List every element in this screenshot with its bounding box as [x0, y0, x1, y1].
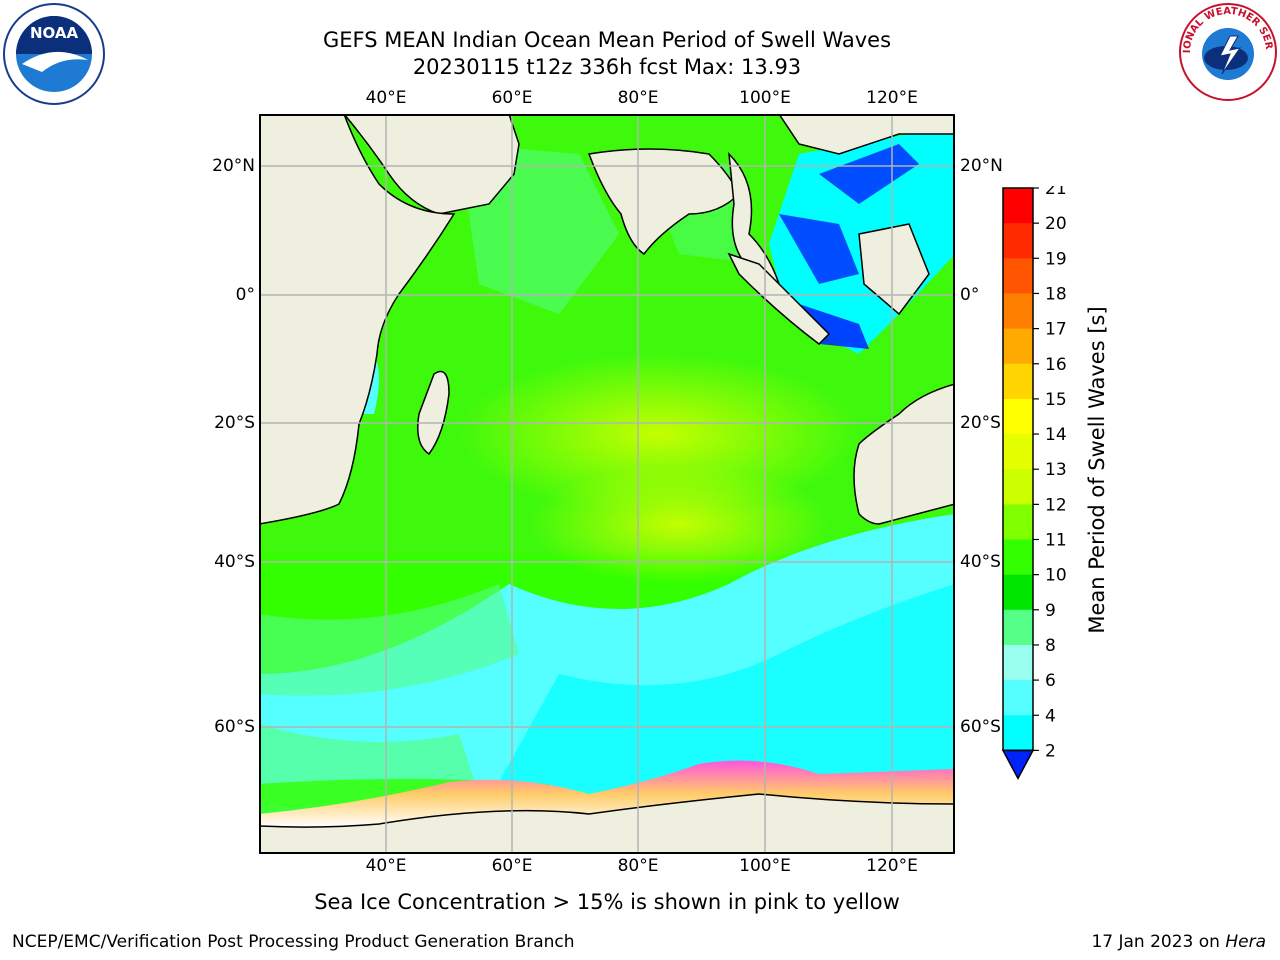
lon-tick-top-120e: 120°E [866, 88, 918, 108]
lon-tick-top-40e: 40°E [365, 88, 407, 108]
colorbar-tick-label: 4 [1045, 706, 1056, 726]
lon-tick-bottom-100e: 100°E [739, 856, 791, 876]
colorbar-segment [1003, 363, 1033, 400]
colorbar-segment [1003, 434, 1033, 470]
colorbar-segment [1003, 293, 1033, 330]
lat-tick-left-60s: 60°S [214, 717, 255, 737]
lat-tick-left-20s: 20°S [214, 413, 255, 433]
map-panel [259, 114, 955, 858]
colorbar-tick-label: 6 [1045, 671, 1056, 691]
colorbar-segment [1003, 223, 1033, 259]
colorbar-tick-label: 9 [1045, 601, 1056, 621]
lon-tick-bottom-40e: 40°E [365, 856, 407, 876]
lat-tick-right-40s: 40°S [960, 552, 1001, 572]
lon-tick-bottom-60e: 60°E [491, 856, 533, 876]
noaa-logo-text: NOAA [30, 24, 79, 42]
colorbar-segment [1003, 539, 1033, 576]
colorbar-segment [1003, 715, 1033, 751]
lat-tick-left-20n: 20°N [212, 156, 255, 176]
colorbar-segment [1003, 258, 1033, 294]
date-text: 17 Jan 2023 on [1091, 932, 1220, 952]
nws-logo: NATIONAL WEATHER SERVICE [1174, 0, 1278, 106]
colorbar-segment [1003, 574, 1033, 611]
chart-subtitle: 20230115 t12z 336h fcst Max: 13.93 [412, 55, 802, 79]
colorbar-segment [1003, 328, 1033, 365]
colorbar-tick-label: 12 [1045, 495, 1067, 515]
colorbar-tick-label: 13 [1045, 460, 1067, 480]
colorbar-tick-label: 17 [1045, 320, 1067, 340]
colorbar-tick-label: 16 [1045, 355, 1067, 375]
colorbar-tick-label: 15 [1045, 390, 1067, 410]
colorbar-tick-label: 11 [1045, 531, 1067, 551]
chart-title: GEFS MEAN Indian Ocean Mean Period of Sw… [322, 28, 892, 52]
lon-tick-top-60e: 60°E [491, 88, 533, 108]
colorbar-segment [1003, 398, 1033, 435]
noaa-logo: NOAA [2, 2, 106, 110]
lat-tick-right-60s: 60°S [960, 717, 1001, 737]
lon-tick-bottom-120e: 120°E [866, 856, 918, 876]
lon-tick-top-80e: 80°E [617, 88, 659, 108]
colorbar-tick-label: 8 [1045, 636, 1056, 656]
colorbar-tick-label: 2 [1045, 741, 1056, 761]
colorbar-segment [1003, 469, 1033, 505]
colorbar-extend-triangle [1001, 749, 1035, 780]
lat-tick-left-40s: 40°S [214, 552, 255, 572]
colorbar-segment [1003, 504, 1033, 540]
colorbar: 21 20 19 18 17 16 15 14 13 12 11 10 9 8 6 4 2 [1001, 179, 1111, 790]
footnote: Sea Ice Concentration > 15% is shown in … [314, 890, 900, 914]
colorbar-label: Mean Period of Swell Waves [s] [1085, 306, 1109, 634]
colorbar-segment [1003, 188, 1033, 224]
colorbar-segment [1003, 644, 1033, 681]
lon-tick-top-100e: 100°E [739, 88, 791, 108]
colorbar-tick-label: 18 [1045, 284, 1067, 304]
lon-tick-bottom-80e: 80°E [617, 856, 659, 876]
lat-tick-right-20n: 20°N [960, 156, 1003, 176]
colorbar-tick-label: 20 [1045, 214, 1067, 234]
colorbar-tick-label: 21 [1045, 186, 1067, 199]
colorbar-segment [1003, 680, 1033, 716]
colorbar-tick-label: 14 [1045, 425, 1067, 445]
lat-tick-left-0: 0° [235, 285, 255, 305]
date-stamp: 17 Jan 2023 on Hera [1091, 932, 1266, 952]
machine-name: Hera [1225, 932, 1266, 952]
lat-tick-right-0: 0° [960, 285, 980, 305]
colorbar-tick-label: 10 [1045, 566, 1067, 586]
colorbar-tick-label: 19 [1045, 249, 1067, 269]
credit-text: NCEP/EMC/Verification Post Processing Pr… [12, 932, 575, 952]
colorbar-segment [1003, 609, 1033, 646]
lat-tick-right-20s: 20°S [960, 413, 1001, 433]
